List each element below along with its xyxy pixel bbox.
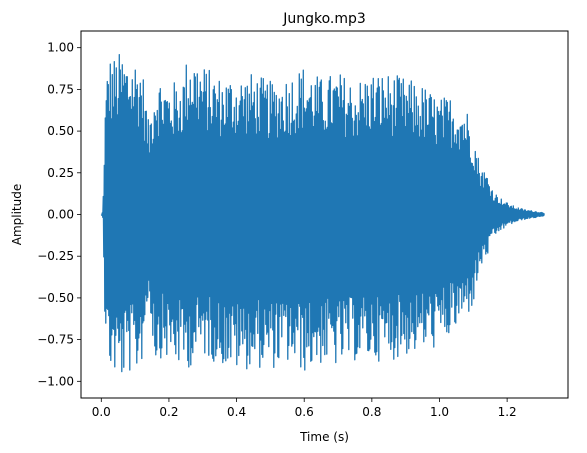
y-tick-label: −0.75 bbox=[37, 333, 74, 347]
x-axis-label: Time (s) bbox=[299, 430, 349, 444]
x-tick-label: 1.0 bbox=[430, 405, 449, 419]
y-tick-label: −1.00 bbox=[37, 374, 74, 388]
x-tick-label: 0.6 bbox=[295, 405, 314, 419]
y-tick-label: −0.50 bbox=[37, 291, 74, 305]
chart-title: Jungko.mp3 bbox=[282, 11, 366, 27]
x-axis-ticks: 0.0 0.2 0.4 0.6 0.8 1.0 1.2 bbox=[92, 398, 517, 419]
y-tick-label: 0.75 bbox=[47, 82, 74, 96]
plot-area bbox=[100, 54, 545, 373]
waveform-series-line bbox=[100, 54, 545, 373]
x-tick-label: 0.4 bbox=[227, 405, 246, 419]
y-tick-label: 0.25 bbox=[47, 166, 74, 180]
y-axis-ticks: 1.00 0.75 0.50 0.25 0.00 −0.25 −0.50 −0.75 −1.00 bbox=[37, 41, 81, 388]
y-tick-label: −0.25 bbox=[37, 249, 74, 263]
x-tick-label: 1.2 bbox=[498, 405, 517, 419]
y-tick-label: 0.50 bbox=[47, 124, 74, 138]
x-tick-label: 0.2 bbox=[159, 405, 178, 419]
x-tick-label: 0.8 bbox=[362, 405, 381, 419]
y-tick-label: 1.00 bbox=[47, 41, 74, 55]
y-axis-label: Amplitude bbox=[10, 184, 24, 246]
x-tick-label: 0.0 bbox=[92, 405, 111, 419]
y-tick-label: 0.00 bbox=[47, 208, 74, 222]
